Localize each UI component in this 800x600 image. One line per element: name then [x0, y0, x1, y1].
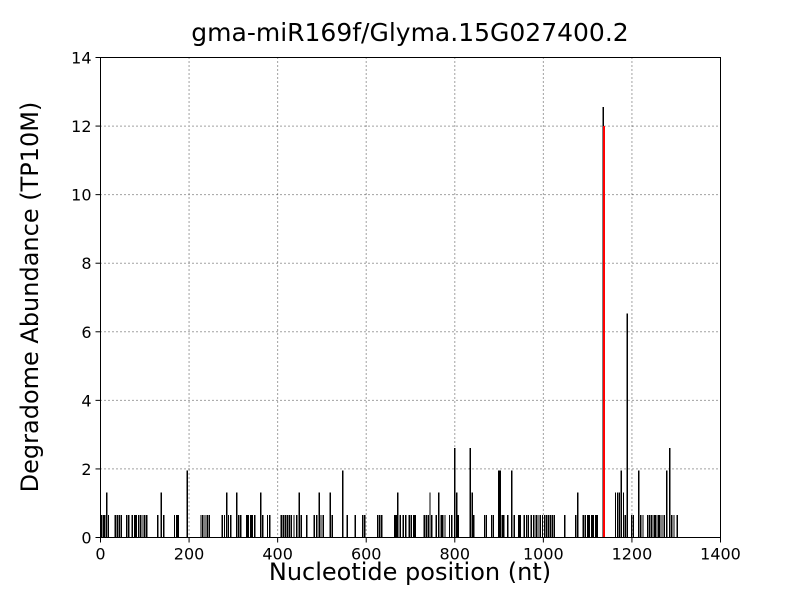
y-tick-label: 14	[71, 49, 91, 68]
x-tick-label: 1000	[523, 545, 564, 564]
y-tick-label: 8	[81, 254, 91, 273]
y-tick-label: 4	[81, 391, 91, 410]
y-tick-label: 12	[71, 117, 91, 136]
x-tick-label: 1200	[612, 545, 653, 564]
y-axis-label: Degradome Abundance (TP10M)	[16, 101, 44, 493]
x-tick-label: 200	[174, 545, 205, 564]
x-tick-label: 400	[262, 545, 293, 564]
y-tick-label: 2	[81, 460, 91, 479]
x-axis-label: Nucleotide position (nt)	[268, 558, 552, 586]
chart-title: gma-miR169f/Glyma.15G027400.2	[191, 18, 629, 47]
y-tick-label: 10	[71, 186, 91, 205]
plot-frame	[100, 57, 721, 538]
x-tick-label: 0	[95, 545, 105, 564]
x-tick-label: 800	[440, 545, 471, 564]
x-tick-label: 1400	[700, 545, 741, 564]
y-tick-label: 6	[81, 323, 91, 342]
y-tick-label: 0	[81, 529, 91, 548]
x-tick-label: 600	[351, 545, 382, 564]
